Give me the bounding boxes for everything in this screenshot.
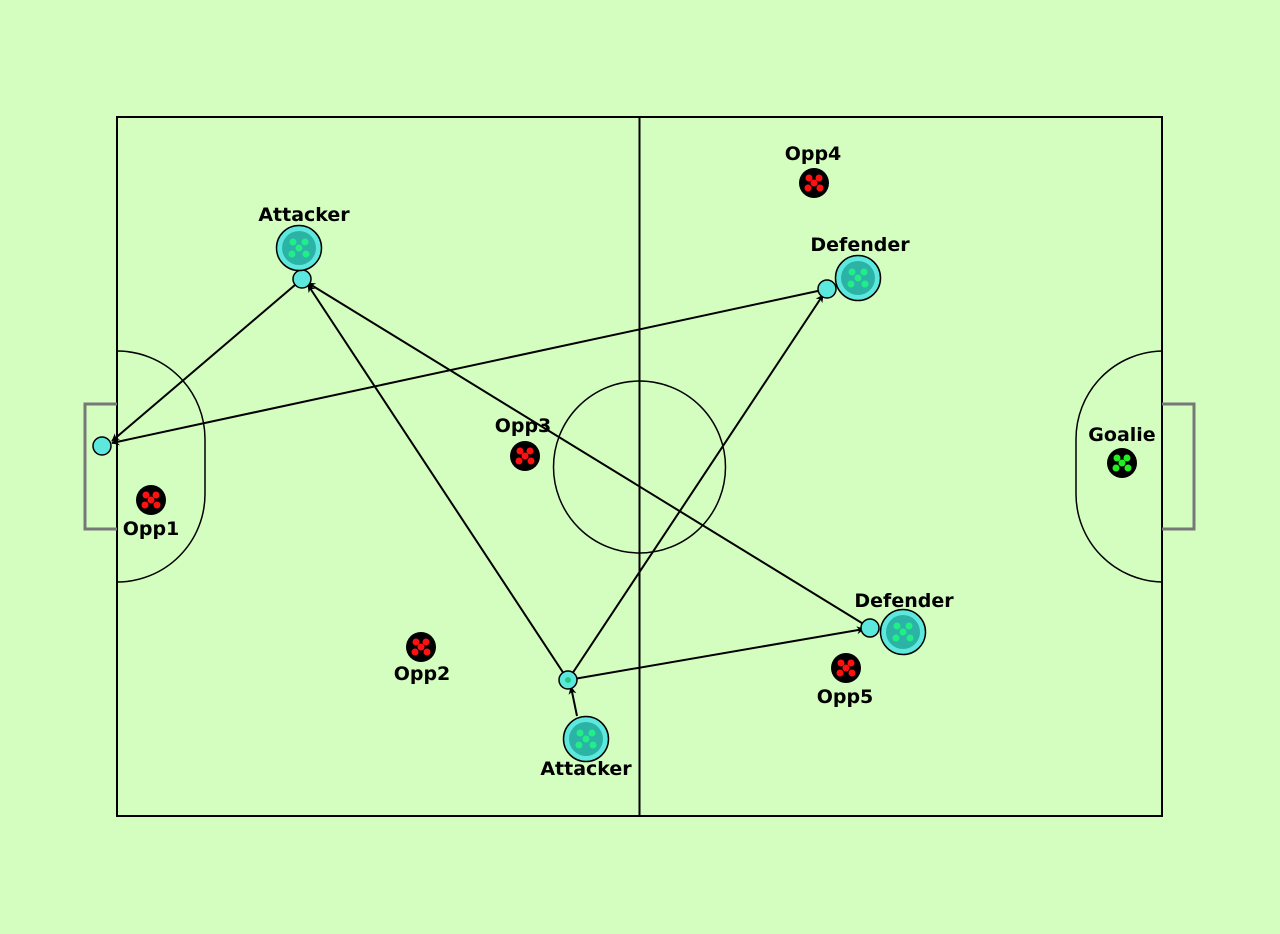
right-penalty-area	[1075, 350, 1163, 583]
label-opp3: Opp3	[495, 415, 552, 437]
arrow-attacker-to-ball	[568, 686, 578, 717]
target-marker-goal	[92, 436, 112, 456]
robot-attacker-bottom	[562, 715, 610, 763]
target-markers	[92, 269, 880, 638]
target-marker-attacker	[292, 269, 312, 289]
robot-opp4	[799, 168, 829, 198]
arrow-ball-to-attacker	[307, 284, 569, 681]
label-defender-top: Defender	[810, 234, 910, 256]
robot-goalie	[1107, 448, 1137, 478]
arrow-ball-to-defender-top	[567, 294, 824, 681]
robot-opp1	[136, 485, 166, 515]
label-goalie: Goalie	[1088, 424, 1155, 446]
robot-opp5	[831, 653, 861, 683]
arrow-defender-to-goal	[111, 288, 828, 446]
label-defender-bottom: Defender	[854, 590, 954, 612]
label-attacker-bottom: Attacker	[540, 758, 632, 780]
target-marker-defender-top	[817, 279, 837, 299]
center-circle	[552, 380, 727, 554]
label-opp4: Opp4	[785, 143, 842, 165]
label-opp1: Opp1	[123, 518, 180, 540]
pass-arrows	[111, 278, 871, 717]
robot-defender-bottom	[879, 608, 927, 656]
right-goal	[1162, 402, 1196, 531]
label-attacker-top: Attacker	[258, 204, 350, 226]
robot-opp2	[406, 632, 436, 662]
arrow-defender-to-attacker	[307, 282, 871, 629]
robot-defender-top	[834, 254, 882, 302]
label-opp5: Opp5	[817, 686, 874, 708]
robot-opp3	[510, 441, 540, 471]
arrow-ball-to-defender-bottom	[567, 626, 865, 681]
robot-attacker-top	[275, 224, 323, 272]
field-lines	[116, 116, 1163, 817]
left-goal	[83, 402, 117, 531]
arrow-attacker-to-goal	[111, 278, 303, 442]
left-penalty-area	[116, 350, 206, 583]
label-opp2: Opp2	[394, 663, 451, 685]
ball-marker	[558, 670, 578, 690]
target-marker-defender-bottom	[860, 618, 880, 638]
